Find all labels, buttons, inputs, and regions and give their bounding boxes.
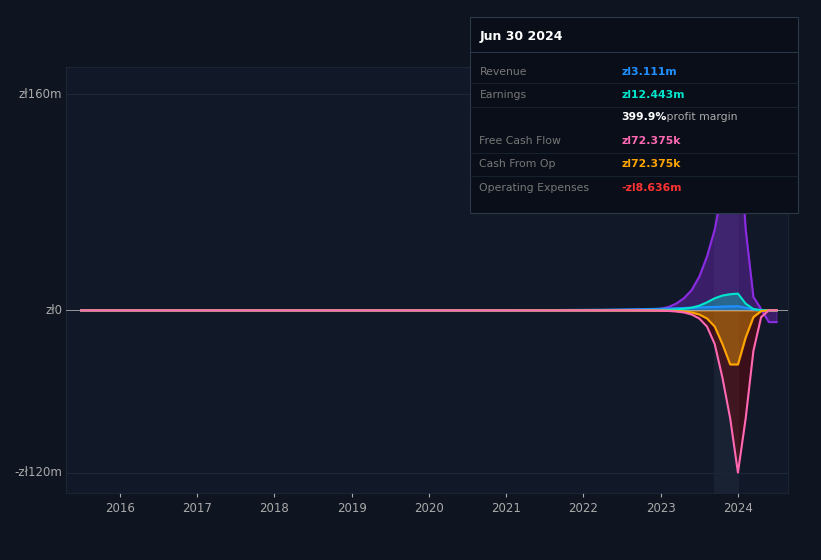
Text: Operating Expenses: Operating Expenses [479, 183, 589, 193]
Text: -zł120m: -zł120m [14, 466, 62, 479]
Text: Earnings: Earnings [479, 90, 526, 100]
Text: zl3.111m: zl3.111m [621, 67, 677, 77]
Text: Free Cash Flow: Free Cash Flow [479, 136, 562, 146]
Text: zl12.443m: zl12.443m [621, 90, 685, 100]
Text: zł160m: zł160m [19, 88, 62, 101]
Text: Cash From Op: Cash From Op [479, 160, 556, 170]
Text: zl72.375k: zl72.375k [621, 160, 681, 170]
Text: Revenue: Revenue [479, 67, 527, 77]
Text: zl72.375k: zl72.375k [621, 136, 681, 146]
Text: profit margin: profit margin [663, 113, 737, 123]
Text: zł0: zł0 [45, 304, 62, 317]
Text: 399.9%: 399.9% [621, 113, 667, 123]
Text: -zl8.636m: -zl8.636m [621, 183, 682, 193]
Text: Jun 30 2024: Jun 30 2024 [479, 30, 563, 43]
